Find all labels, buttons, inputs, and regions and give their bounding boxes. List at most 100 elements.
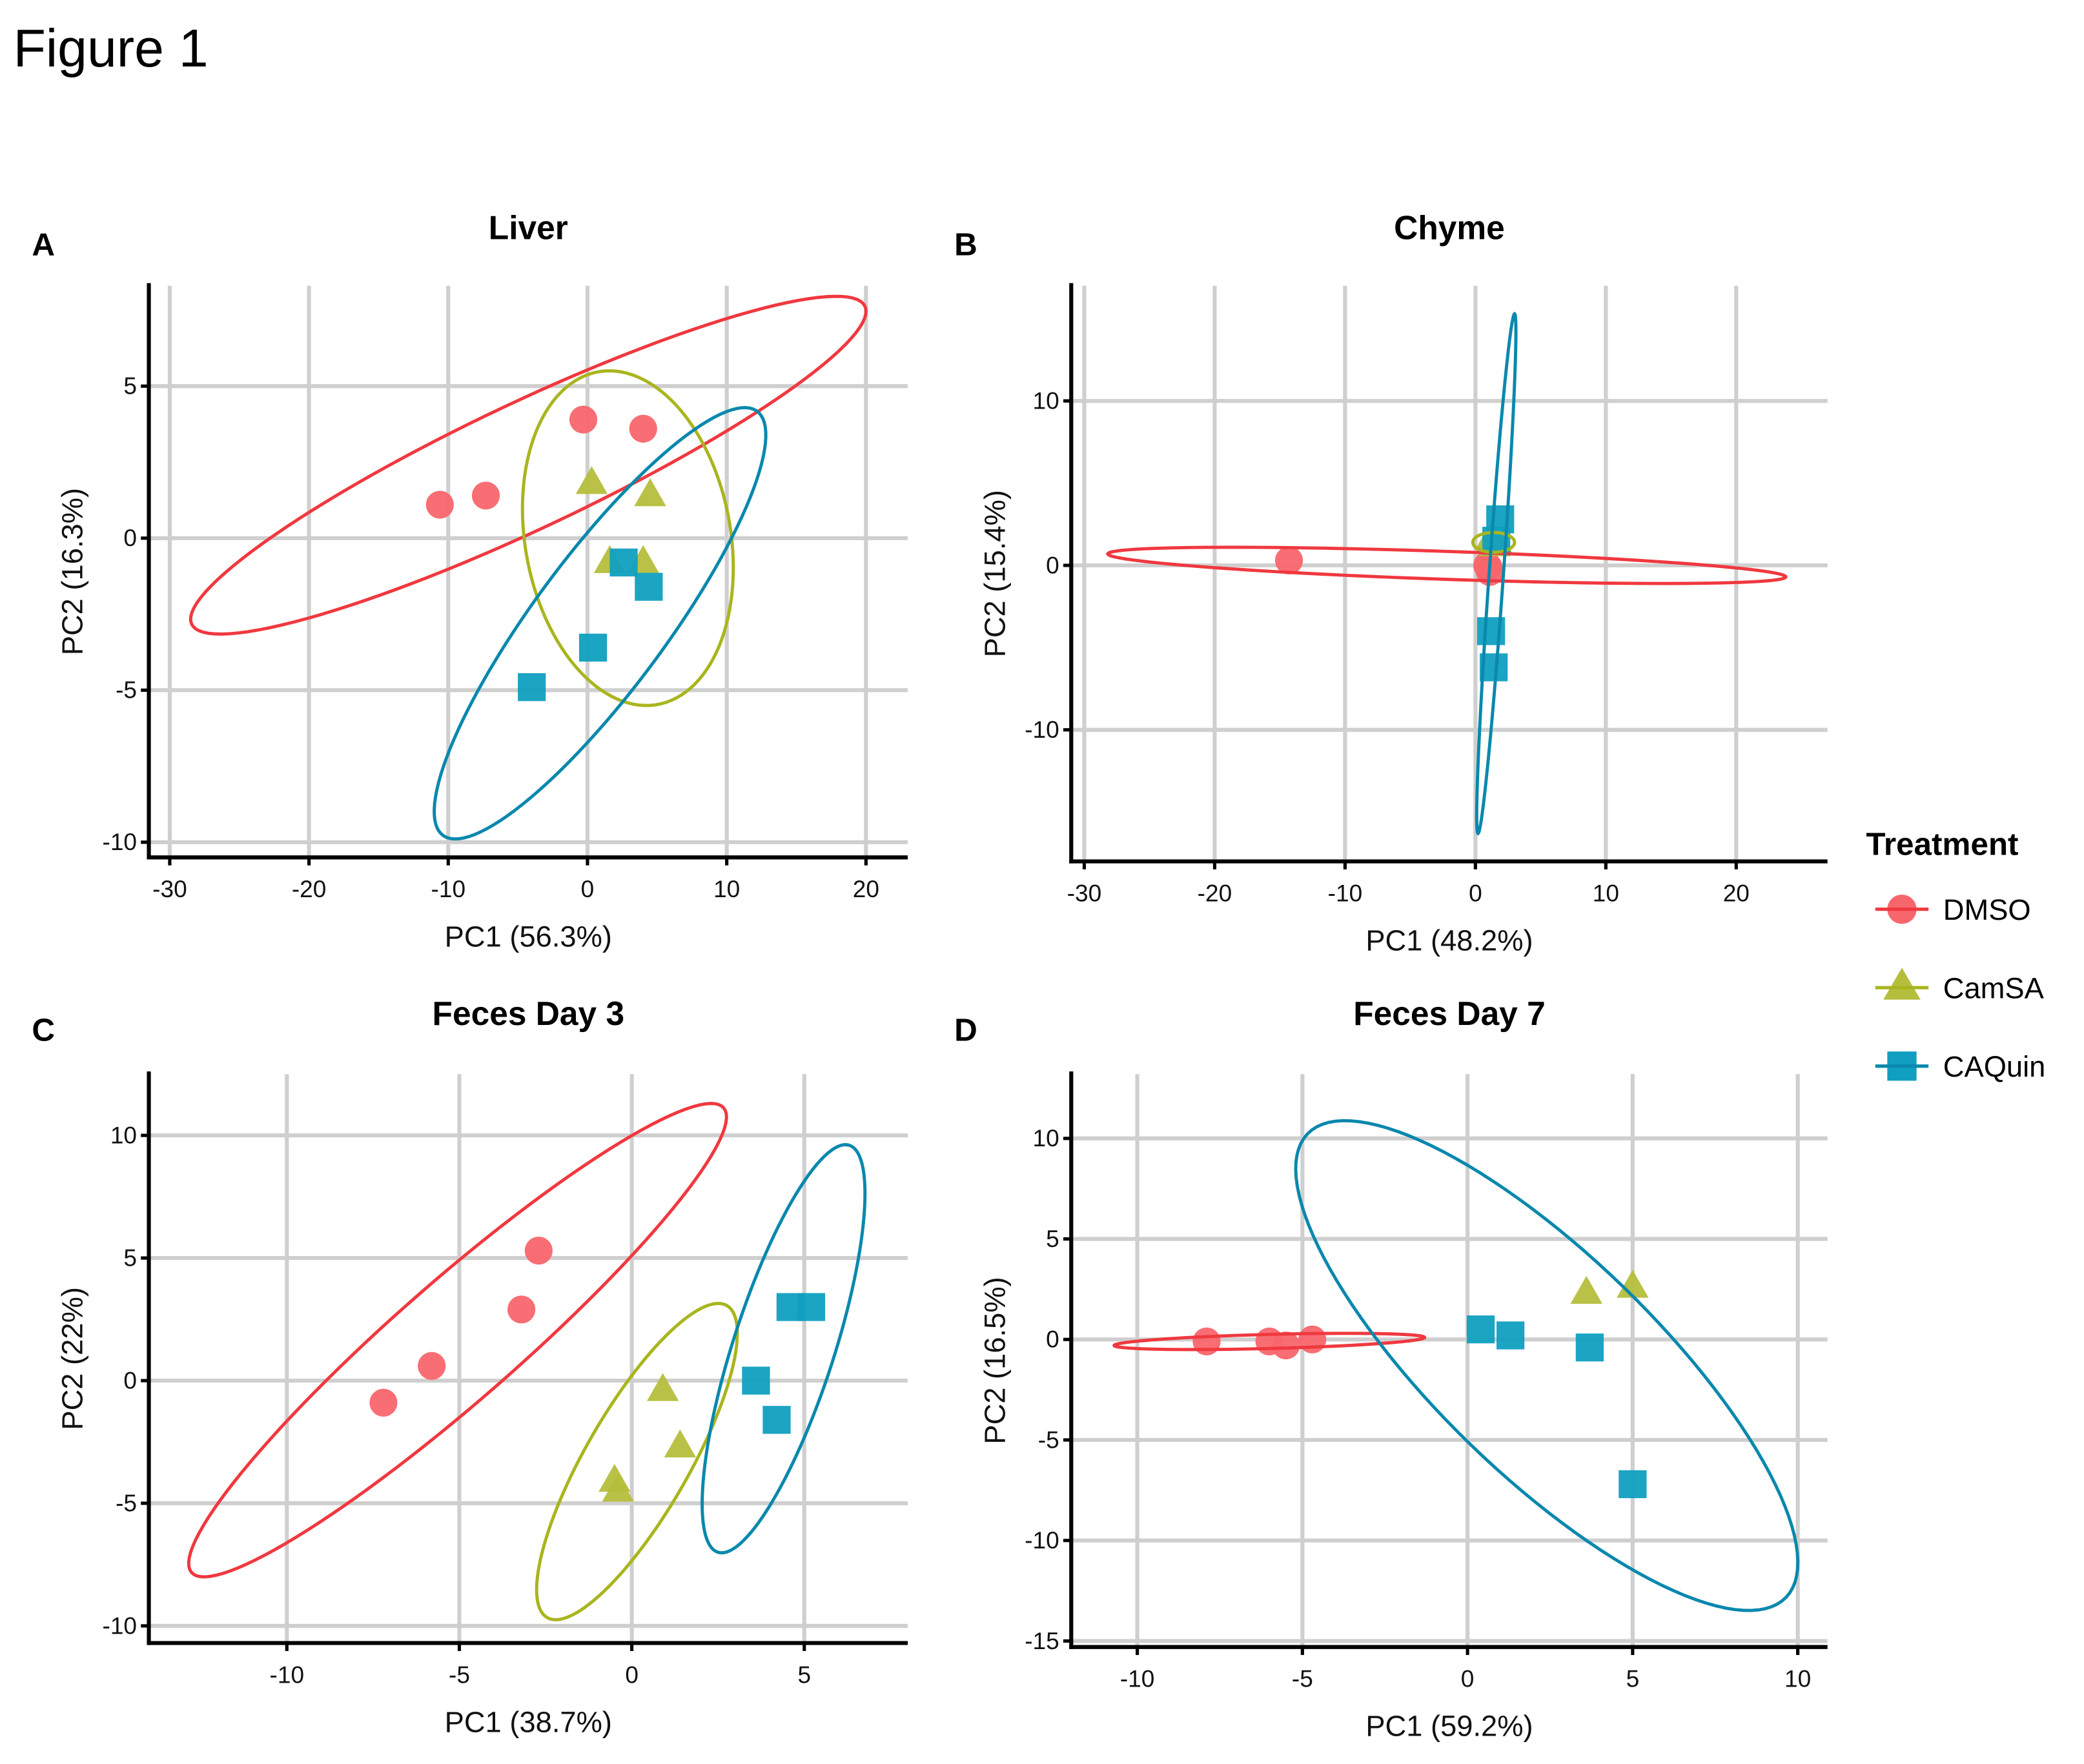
point-dmso [425,491,454,519]
point-caquin [762,1406,791,1434]
legend-items: DMSO CamSA CAQuin [1875,893,2046,1083]
y-tick-label: 10 [1033,1124,1059,1151]
point-caquin [1619,1470,1647,1499]
x-tick-label: 20 [1723,879,1750,906]
point-caquin [1466,1315,1495,1344]
x-tick-label: -30 [1067,879,1102,906]
panel-title: Feces Day 3 [433,995,625,1032]
panel-d: D Feces Day 7 -10 -5 0 5 10 -15 -10 -5 0 5 10 PC1 (59… [954,995,1828,1743]
point-camsa [1617,1270,1649,1298]
panel-letter: A [32,227,55,262]
panel-letter: D [954,1013,977,1048]
panels: A Liver -30 -20 -10 0 10 20 -10 -5 0 5 PC1 (56.3%) PC… [32,209,1828,1743]
legend-item-caquin: CAQuin [1875,1050,2046,1083]
y-tick-label: -10 [103,828,138,855]
y-tick-label: 5 [1046,1225,1059,1252]
point-dmso [569,405,598,434]
ellipse-camsa [535,1301,739,1621]
plot-area [1112,1119,1800,1612]
y-tick-label: 0 [123,524,137,551]
x-tick-label: -10 [1120,1665,1155,1692]
legend-label: CAQuin [1943,1050,2046,1083]
point-dmso [1272,1331,1300,1360]
point-dmso [1298,1325,1327,1353]
x-axis-label: PC1 (56.3%) [445,920,612,953]
x-tick-label: 0 [581,875,595,902]
ellipse-caquin [700,1143,867,1555]
x-tick-label: 10 [1593,879,1619,906]
y-axis-label: PC2 (16.3%) [56,488,89,655]
y-tick-label: -5 [1038,1426,1059,1453]
point-camsa [634,478,666,507]
point-caquin [518,673,546,702]
ellipse-caquin [433,406,768,841]
x-tick-label: -5 [1292,1665,1313,1692]
ellipse-caquin [1475,311,1518,836]
point-caquin [1496,1321,1525,1350]
point-camsa [664,1429,697,1458]
x-tick-label: 0 [1461,1665,1475,1692]
y-tick-label: 5 [123,372,137,400]
x-tick-label: 5 [1626,1665,1640,1692]
x-tick-label: -20 [292,875,327,902]
y-tick-label: -10 [103,1612,138,1639]
point-camsa [575,466,608,494]
figure-title: Figure 1 [14,19,209,78]
x-tick-label: 0 [625,1661,638,1688]
point-dmso [369,1388,398,1417]
point-dmso [524,1237,553,1265]
x-tick-label: 5 [797,1661,811,1688]
x-axis-label: PC1 (48.2%) [1365,924,1533,957]
legend-label: DMSO [1943,893,2031,926]
plot-area [189,294,868,841]
point-camsa [602,1474,634,1502]
y-tick-label: -5 [116,1489,137,1516]
point-caquin [797,1293,826,1321]
x-tick-label: -5 [449,1661,470,1688]
panel-title: Feces Day 7 [1353,995,1546,1032]
y-tick-label: 10 [110,1121,137,1148]
legend-title: Treatment [1866,826,2018,862]
ellipse-dmso [189,294,868,636]
legend-label: CamSA [1943,972,2045,1005]
point-caquin [609,548,638,577]
x-tick-label: 10 [1784,1665,1811,1692]
plot-area [1105,311,1788,836]
panel-a: A Liver -30 -20 -10 0 10 20 -10 -5 0 5 PC1 (56.3%) PC… [32,209,908,953]
point-caquin [635,573,663,601]
legend: Treatment DMSO CamSA CAQuin [1866,826,2045,1083]
y-axis-label: PC2 (22%) [56,1287,89,1430]
point-caquin [579,633,608,662]
x-tick-label: -30 [152,875,187,902]
triangle-key-icon [1875,968,1929,1000]
ellipse-dmso [1112,1332,1427,1352]
ellipse-caquin [1294,1119,1800,1612]
x-tick-label: -20 [1198,879,1232,906]
y-tick-label: 0 [123,1366,137,1394]
x-tick-label: 20 [853,875,879,902]
circle-key-icon [1875,895,1929,924]
y-tick-label: -10 [1025,716,1059,743]
panel-title: Liver [489,209,568,247]
point-dmso [629,414,657,443]
point-camsa [1570,1275,1602,1304]
y-tick-label: 0 [1046,551,1059,578]
x-tick-label: 0 [1469,879,1482,906]
x-tick-label: -10 [431,875,466,902]
x-tick-label: -10 [270,1661,305,1688]
y-tick-label: 5 [123,1244,137,1271]
legend-item-dmso: DMSO [1875,893,2031,926]
plot-area [187,1102,867,1621]
ellipse-camsa [520,369,735,707]
y-tick-label: 10 [1033,387,1059,414]
panel-letter: B [954,227,977,262]
ellipse-dmso [1105,545,1788,585]
y-axis-label: PC2 (15.4%) [978,490,1011,657]
y-tick-label: -10 [1025,1526,1059,1554]
x-axis-label: PC1 (38.7%) [445,1706,612,1739]
panel-title: Chyme [1394,209,1505,247]
point-dmso [471,482,500,510]
point-caquin [742,1366,770,1395]
y-tick-label: 0 [1046,1326,1059,1353]
point-dmso [418,1352,446,1380]
